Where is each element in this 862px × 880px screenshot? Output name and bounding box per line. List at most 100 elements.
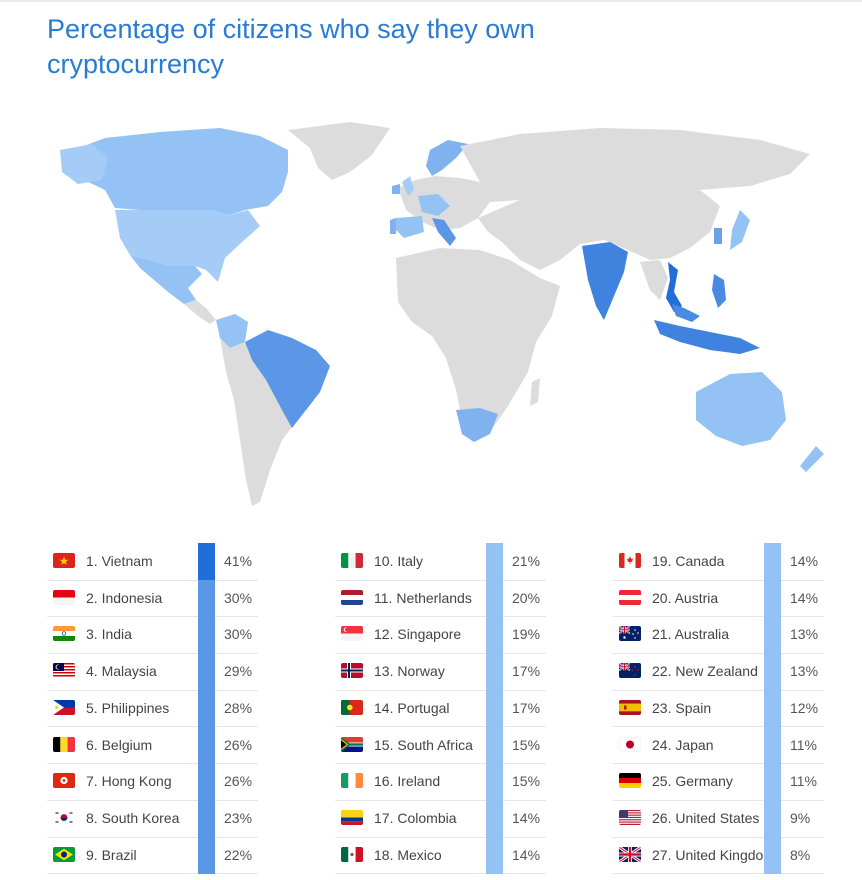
united-kingdom-flag-icon <box>619 846 641 862</box>
portugal-flag-icon <box>341 699 363 715</box>
colombia-flag-icon <box>341 809 363 825</box>
value-label: 14% <box>790 553 819 569</box>
country-name: South Africa <box>397 736 473 753</box>
rank-number: 9. <box>86 846 98 863</box>
south-africa-flag-icon <box>341 736 363 752</box>
rank-number: 25. <box>652 773 672 790</box>
map-brazil <box>245 330 330 428</box>
rank-number: 14. <box>374 699 394 716</box>
country-label: 23. Spain <box>652 700 711 716</box>
country-label: 18. Mexico <box>374 847 442 863</box>
rank-number: 5. <box>86 699 98 716</box>
table-row: 6. Belgium 26% <box>47 726 258 765</box>
value-label: 8% <box>790 846 811 863</box>
map-alaska <box>60 144 108 184</box>
country-label: 7. Hong Kong <box>86 773 172 789</box>
value-bar <box>198 616 215 655</box>
country-name: Italy <box>397 553 424 569</box>
table-row: 12. Singapore 19% <box>335 616 546 655</box>
country-name: Indonesia <box>101 589 163 606</box>
map-madagascar <box>530 378 540 406</box>
rank-number: 22. <box>652 663 672 680</box>
map-ireland <box>392 184 400 194</box>
value-bar <box>486 836 503 875</box>
country-label: 19. Canada <box>652 553 724 569</box>
value-label: 22% <box>224 846 253 863</box>
value-bar <box>198 543 215 581</box>
country-name: Singapore <box>397 626 462 643</box>
map-norway <box>426 140 468 176</box>
map-new-zealand <box>800 446 824 472</box>
rank-number: 8. <box>86 809 98 826</box>
country-name: Portugal <box>397 699 450 716</box>
country-name: Philippines <box>101 699 170 716</box>
map-africa <box>396 248 560 440</box>
table-row: 25. Germany 11% <box>613 763 824 801</box>
country-label: 26. United States <box>652 810 759 826</box>
rank-number: 23. <box>652 699 672 716</box>
country-name: Austria <box>674 589 719 606</box>
table-row: 21. Australia 13% <box>613 616 824 655</box>
table-row: 26. United States 9% <box>613 799 824 838</box>
table-row: 22. New Zealand 13% <box>613 653 824 691</box>
country-name: Ireland <box>397 773 441 790</box>
country-name: New Zealand <box>675 663 758 680</box>
australia-flag-icon <box>619 626 641 642</box>
japan-flag-icon <box>619 736 641 752</box>
indonesia-flag-icon <box>53 589 75 605</box>
value-label: 21% <box>512 553 541 569</box>
map-south-korea <box>714 228 722 244</box>
value-label: 20% <box>512 589 541 606</box>
country-label: 27. United Kingdom <box>652 847 775 863</box>
table-row: 18. Mexico 14% <box>335 836 546 875</box>
value-bar <box>486 689 503 728</box>
country-name: Hong Kong <box>101 773 172 790</box>
country-name: Mexico <box>397 846 442 863</box>
value-label: 29% <box>224 663 253 680</box>
rank-number: 6. <box>86 736 98 753</box>
norway-flag-icon <box>341 663 363 679</box>
table-row: 5. Philippines 28% <box>47 689 258 728</box>
spain-flag-icon <box>619 699 641 715</box>
country-name: South Korea <box>101 809 180 826</box>
value-label: 11% <box>790 773 817 790</box>
country-label: 5. Philippines <box>86 700 169 716</box>
map-greenland <box>288 122 390 180</box>
value-label: 14% <box>512 846 541 863</box>
value-bar <box>764 689 781 728</box>
map-united-states <box>115 210 260 282</box>
table-row: 4. Malaysia 29% <box>47 653 258 691</box>
rank-number: 27. <box>652 846 672 863</box>
malaysia-flag-icon <box>53 663 75 679</box>
value-label: 17% <box>512 663 541 680</box>
value-bar <box>764 616 781 655</box>
map-indonesia <box>654 320 760 354</box>
value-label: 14% <box>512 809 541 826</box>
map-japan <box>730 210 750 250</box>
belgium-flag-icon <box>53 736 75 752</box>
table-row: 19. Canada 14% <box>613 543 824 581</box>
rank-number: 10. <box>374 553 394 569</box>
map-spain <box>396 216 424 238</box>
map-philippines <box>712 274 726 308</box>
value-bar <box>486 543 503 581</box>
table-row: 16. Ireland 15% <box>335 763 546 801</box>
germany-flag-icon <box>619 773 641 789</box>
vietnam-flag-icon <box>53 553 75 568</box>
country-label: 16. Ireland <box>374 773 440 789</box>
country-name: Vietnam <box>101 553 153 569</box>
country-name: India <box>101 626 132 643</box>
map-vietnam <box>666 262 682 312</box>
table-row: 9. Brazil 22% <box>47 836 258 875</box>
map-southeast-asia <box>640 260 668 300</box>
map-central-america <box>184 300 216 324</box>
netherlands-flag-icon <box>341 589 363 605</box>
value-bar <box>198 836 215 875</box>
table-row: 3. India 30% <box>47 616 258 655</box>
country-label: 8. South Korea <box>86 810 179 826</box>
map-germany-austria <box>418 194 450 216</box>
value-label: 26% <box>224 773 253 790</box>
value-bar <box>486 653 503 691</box>
rank-number: 3. <box>86 626 98 643</box>
map-india <box>582 242 628 320</box>
